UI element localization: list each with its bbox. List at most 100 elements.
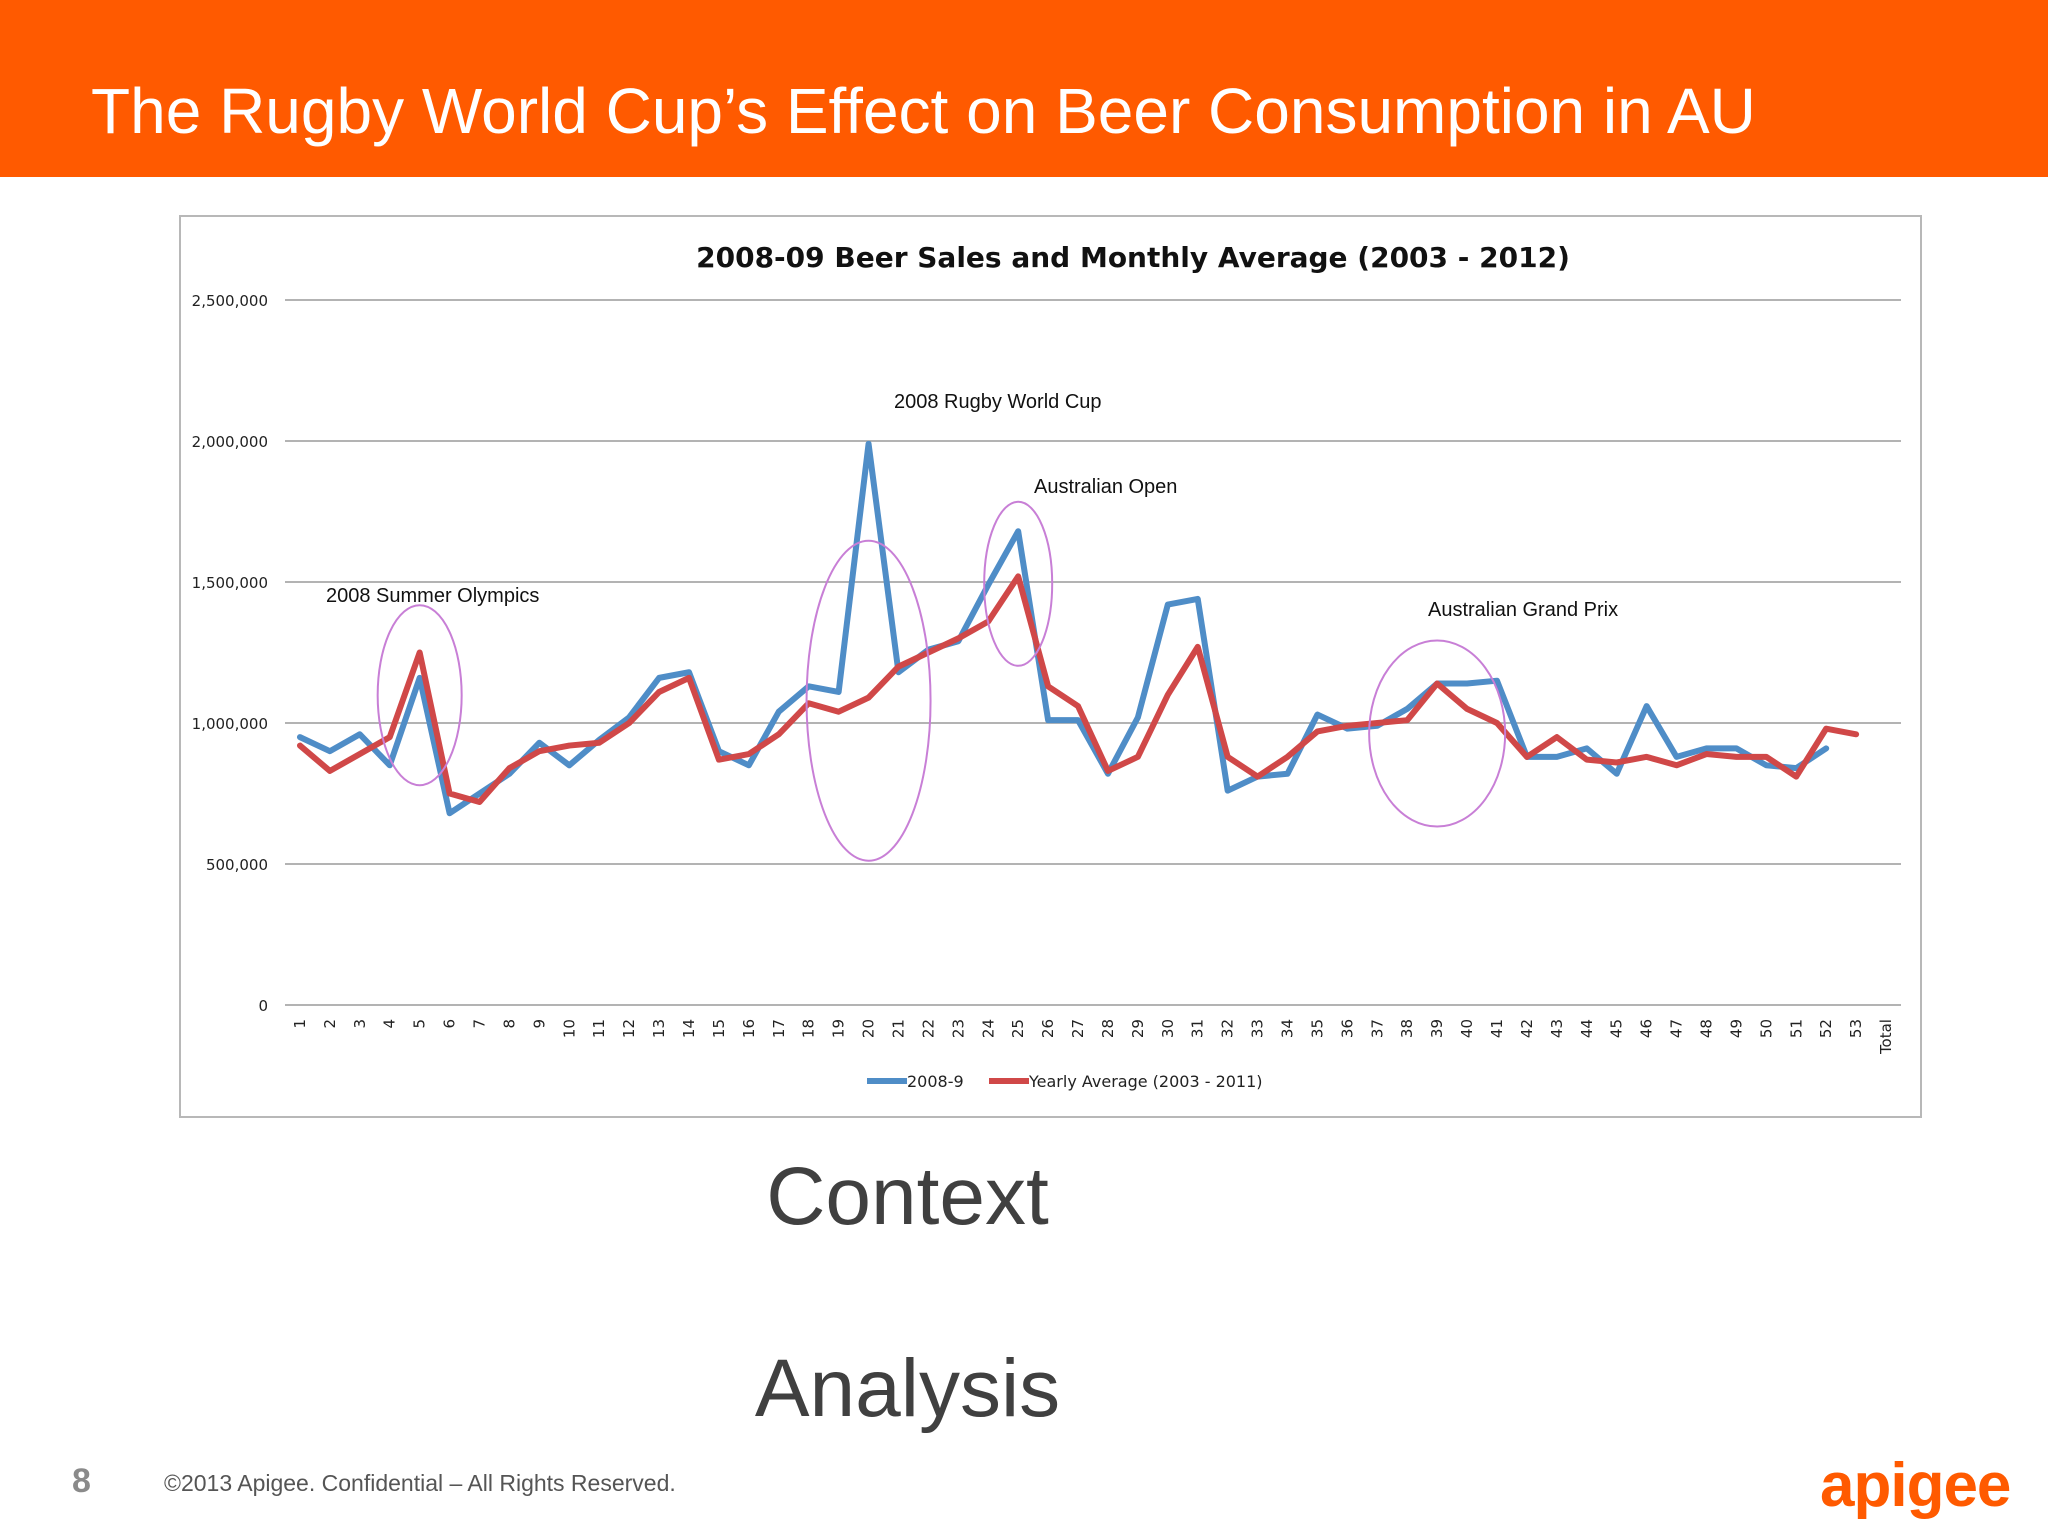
data-point: [538, 742, 540, 744]
annotation-label: Australian Grand Prix: [1428, 599, 1618, 621]
x-tick-label: 8: [500, 1019, 518, 1029]
data-point: [568, 764, 570, 766]
x-tick-label: 4: [381, 1019, 399, 1029]
x-tick-label: 10: [560, 1019, 578, 1038]
x-tick-label: 34: [1279, 1019, 1297, 1038]
data-point: [1287, 773, 1289, 775]
data-point: [688, 671, 690, 673]
data-point: [1227, 790, 1229, 792]
data-point: [1466, 708, 1468, 710]
data-point: [1436, 683, 1438, 685]
x-tick-label: 35: [1308, 1019, 1326, 1038]
data-point: [479, 793, 481, 794]
slide-title: The Rugby World Cup’s Effect on Beer Con…: [91, 75, 1756, 147]
x-tick-label: 2: [321, 1019, 339, 1029]
data-point: [748, 753, 750, 755]
data-point: [778, 733, 780, 735]
chart-frame: 2008-09 Beer Sales and Monthly Average (…: [179, 215, 1922, 1118]
data-point: [329, 770, 331, 772]
data-point: [1406, 719, 1408, 721]
data-point: [1137, 716, 1139, 718]
data-point: [1526, 756, 1528, 758]
data-point: [419, 652, 421, 653]
x-tick-label: 6: [441, 1019, 459, 1029]
x-tick-label: 46: [1638, 1019, 1656, 1038]
x-tick-label: 1: [291, 1019, 309, 1029]
copyright-text: ©2013 Apigee. Confidential – All Rights …: [164, 1470, 676, 1496]
x-tick-label: 31: [1189, 1019, 1207, 1038]
x-tick-label: 12: [620, 1019, 638, 1038]
subhead-analysis: Analysis: [754, 1343, 1061, 1434]
data-point: [1496, 680, 1498, 682]
annotation-label: 2008 Summer Olympics: [326, 585, 539, 607]
data-point: [718, 759, 720, 761]
data-point: [1406, 708, 1408, 710]
data-point: [1646, 756, 1648, 758]
x-tick-label: 23: [949, 1019, 967, 1038]
data-point: [508, 773, 510, 775]
x-tick-label: 39: [1428, 1019, 1446, 1038]
data-point: [1496, 722, 1498, 724]
x-tick-label: 27: [1069, 1019, 1087, 1038]
x-tick-label: 20: [860, 1019, 878, 1038]
data-point: [508, 767, 510, 769]
x-tick-label: Total: [1877, 1019, 1895, 1055]
data-point: [1077, 719, 1079, 721]
annotation-label: 2008 Rugby World Cup: [894, 391, 1102, 413]
data-point: [838, 691, 840, 693]
x-tick-label: 30: [1159, 1019, 1177, 1038]
y-tick-label: 1,000,000: [192, 715, 268, 733]
chart: 2008-09 Beer Sales and Monthly Average (…: [192, 241, 1901, 1091]
annotation-ellipse: [376, 604, 463, 787]
data-point: [688, 677, 690, 679]
data-point: [1167, 694, 1169, 696]
title-bar: The Rugby World Cup’s Effect on Beer Con…: [0, 0, 2048, 177]
data-point: [1017, 530, 1019, 532]
data-point: [1676, 764, 1678, 766]
data-point: [1316, 714, 1318, 716]
x-tick-label: 16: [740, 1019, 758, 1038]
x-tick-label: 9: [530, 1019, 548, 1029]
x-tick-label: 41: [1488, 1019, 1506, 1038]
data-point: [748, 764, 750, 766]
data-point: [1257, 776, 1259, 778]
data-point: [1795, 776, 1797, 778]
data-point: [1735, 756, 1737, 758]
series-line-0: [296, 440, 1830, 817]
data-point: [1676, 756, 1678, 758]
x-tick-label: 15: [710, 1019, 728, 1038]
data-point: [957, 637, 959, 639]
data-point: [419, 677, 421, 679]
data-point: [389, 736, 391, 738]
data-point: [1586, 747, 1588, 749]
x-tick-label: 50: [1757, 1019, 1775, 1038]
data-point: [1705, 747, 1707, 749]
x-tick-label: 18: [800, 1019, 818, 1038]
data-point: [1466, 683, 1468, 685]
data-point: [1376, 722, 1378, 724]
series-line-1: [296, 573, 1860, 805]
y-tick-label: 1,500,000: [192, 574, 268, 592]
x-tick-label: 44: [1578, 1019, 1596, 1038]
x-tick-label: 3: [351, 1019, 369, 1029]
y-tick-label: 0: [258, 997, 268, 1015]
data-point: [808, 685, 810, 687]
data-point: [1346, 725, 1348, 727]
data-point: [778, 711, 780, 713]
data-point: [628, 716, 630, 718]
x-tick-label: 19: [830, 1019, 848, 1038]
data-point: [1316, 730, 1318, 732]
data-point: [1855, 733, 1857, 735]
data-point: [299, 745, 301, 747]
apigee-logo: apigee: [1820, 1451, 2011, 1520]
x-tick-label: 37: [1368, 1019, 1386, 1038]
data-point: [1137, 756, 1139, 758]
data-point: [1586, 759, 1588, 761]
x-tick-label: 29: [1129, 1019, 1147, 1038]
x-tick-label: 40: [1458, 1019, 1476, 1038]
data-point: [1825, 747, 1827, 749]
data-point: [868, 443, 870, 445]
subhead-context: Context: [766, 1151, 1049, 1242]
data-point: [1765, 764, 1767, 766]
data-point: [299, 736, 301, 738]
